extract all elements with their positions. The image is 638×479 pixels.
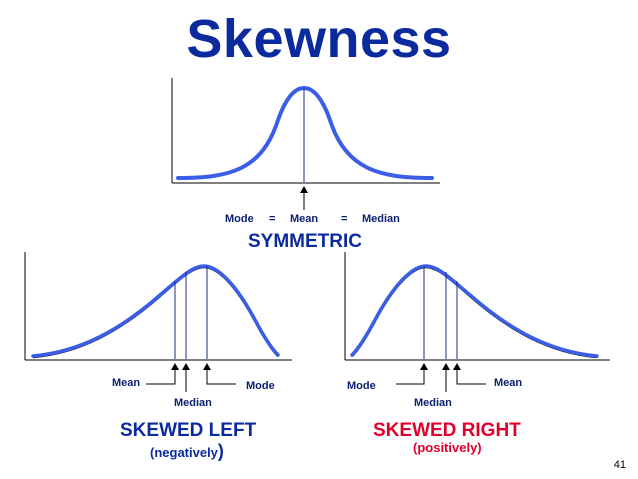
left-median-arrowhead [182,363,190,370]
left-curve-shadow [32,265,279,359]
symmetric-equals-1: = [269,213,276,225]
left-mean-label: Mean [112,377,141,389]
right-mode-label: Mode [347,380,376,392]
symmetric-mean-label: Mean [290,213,319,225]
right-curve [350,264,599,358]
skewed-right-caption: SKEWED RIGHT [373,420,521,441]
right-mode-arrow [396,367,425,385]
skewed-left-subcaption: (negatively) [150,441,224,462]
page-title: Skewness [186,9,452,69]
right-mean-arrow [456,367,486,385]
left-mode-arrowhead [203,363,211,370]
skewed-right-panel [344,252,610,392]
skewed-right-subcaption: (positively) [413,440,482,455]
page-number: 41 [613,459,626,471]
left-mean-arrowhead [171,363,179,370]
right-mean-label: Mean [494,377,523,389]
left-mean-arrow [146,367,176,385]
symmetric-equals-2: = [341,213,348,225]
left-curve [31,264,280,358]
left-median-label: Median [174,397,212,409]
right-median-arrowhead [442,363,450,370]
skewed-left-panel [24,252,292,392]
symmetric-curve [176,85,434,180]
right-curve-shadow [351,265,598,359]
skewed-left-caption: SKEWED LEFT [120,420,257,441]
symmetric-mode-label: Mode [225,213,254,225]
right-median-label: Median [414,397,452,409]
symmetric-caption: SYMMETRIC [248,231,362,252]
skewed-left-subcaption-paren: ) [217,441,224,461]
symmetric-arrow-head [300,186,308,193]
right-mean-arrowhead [453,363,461,370]
symmetric-panel [171,78,440,210]
left-mode-label: Mode [246,380,275,392]
skewed-left-subcaption-text: (negatively [150,445,218,460]
right-mode-arrowhead [420,363,428,370]
left-mode-arrow [206,367,236,385]
symmetric-median-label: Median [362,213,400,225]
